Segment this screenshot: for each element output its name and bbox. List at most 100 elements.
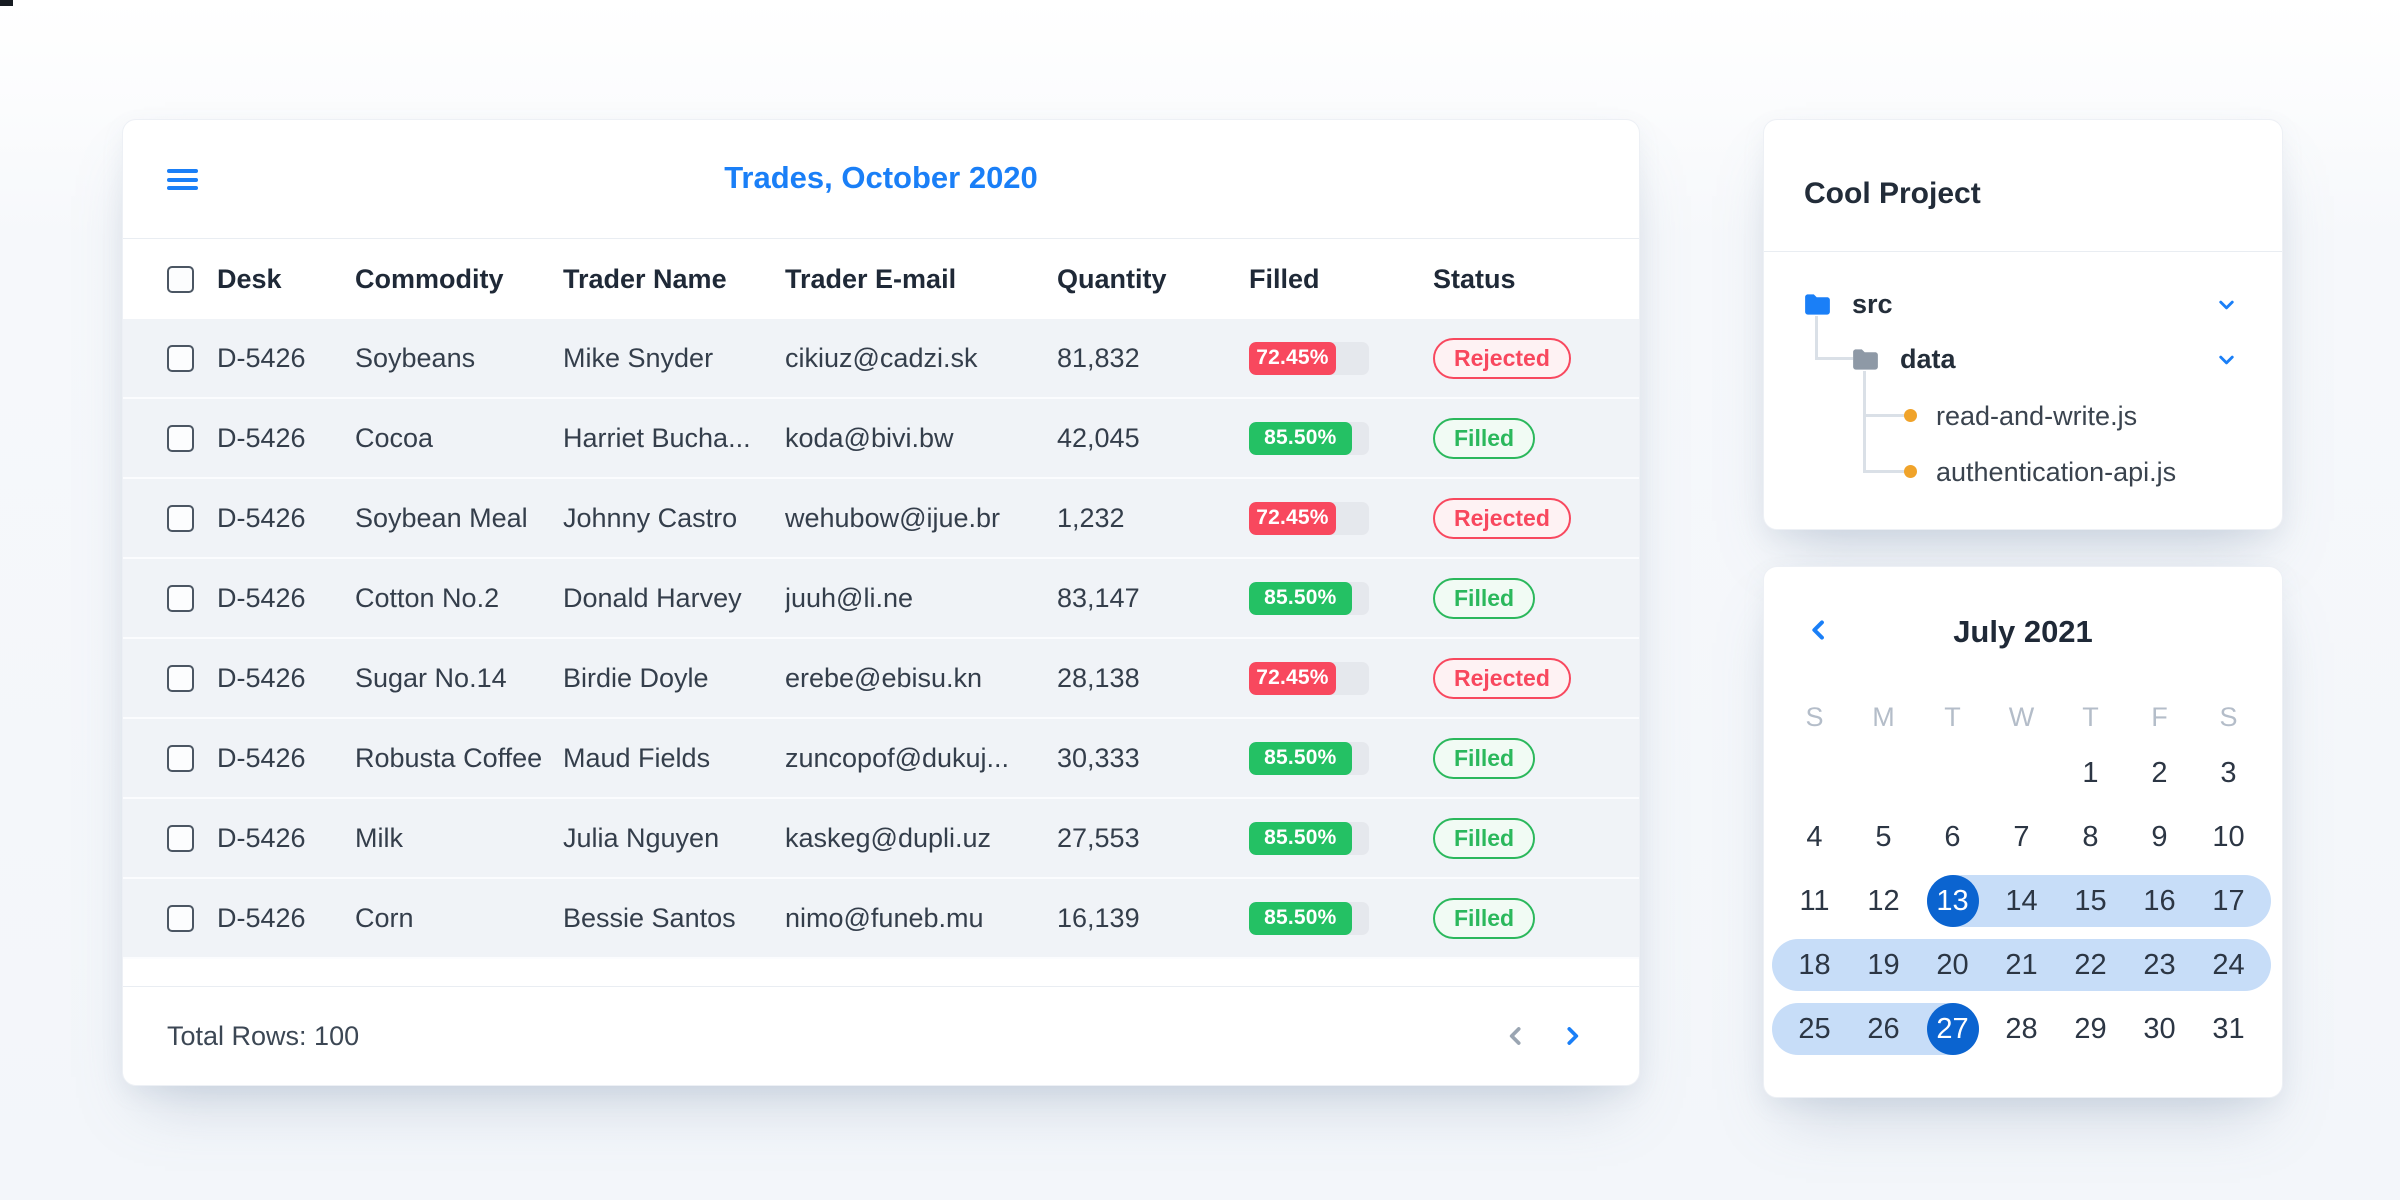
calendar-day[interactable]: 3 <box>2220 756 2237 789</box>
corner-artifact <box>0 0 13 6</box>
selected-range-band <box>1772 939 2271 991</box>
tree-item-src[interactable]: src <box>1764 282 2282 326</box>
trader-name-cell: Donald Harvey <box>563 582 742 613</box>
calendar-day[interactable]: 16 <box>2143 884 2176 917</box>
calendar-day[interactable]: 4 <box>1806 820 1823 853</box>
calendar-day[interactable]: 24 <box>2212 948 2245 981</box>
tree-item-label: src <box>1852 288 1893 319</box>
calendar-day[interactable] <box>1987 741 2056 805</box>
calendar-day[interactable]: 23 <box>2143 948 2176 981</box>
calendar-week-row: 11 12 13 14 15 16 17 <box>1780 869 2271 933</box>
trader-email-cell: wehubow@ijue.br <box>785 502 1001 533</box>
calendar-day[interactable]: 11 <box>1799 884 1830 917</box>
calendar-week-row: 4 5 6 7 8 9 10 <box>1780 805 2263 869</box>
calendar-day[interactable] <box>1849 741 1918 805</box>
calendar-day[interactable]: 6 <box>1944 820 1961 853</box>
calendar-day[interactable]: 18 <box>1798 948 1831 981</box>
tree-item-data[interactable]: data <box>1764 337 2282 381</box>
calendar-day[interactable] <box>1780 741 1849 805</box>
calendar-day[interactable]: 20 <box>1936 948 1969 981</box>
calendar-day[interactable]: 28 <box>2005 1012 2038 1045</box>
column-header-commodity: Commodity <box>355 263 504 294</box>
status-badge: Filled <box>1433 817 1536 859</box>
weekday-label: T <box>2082 701 2099 732</box>
calendar-week-row: 18 19 20 21 22 23 24 <box>1772 933 2271 997</box>
chevron-down-icon[interactable] <box>2215 348 2238 371</box>
calendar-day[interactable]: 1 <box>2082 756 2099 789</box>
tree-connector <box>1863 371 1866 473</box>
calendar-day[interactable]: 15 <box>2074 884 2107 917</box>
weekday-label: S <box>1805 701 1824 732</box>
desk-cell: D-5426 <box>217 342 306 373</box>
calendar-day[interactable]: 9 <box>2151 820 2168 853</box>
calendar-day[interactable]: 31 <box>2212 1012 2245 1045</box>
row-checkbox[interactable] <box>167 344 194 372</box>
tree-item-file[interactable]: read-and-write.js <box>1764 394 2282 438</box>
commodity-cell: Corn <box>355 902 414 933</box>
commodity-cell: Milk <box>355 822 403 853</box>
calendar-day[interactable]: 29 <box>2074 1012 2107 1045</box>
calendar-day[interactable]: 27 <box>1918 997 1987 1061</box>
next-page-button[interactable] <box>1557 1021 1587 1051</box>
select-all-checkbox[interactable] <box>167 265 194 293</box>
row-checkbox[interactable] <box>167 824 194 852</box>
table-row: D-5426 Milk Julia Nguyen kaskeg@dupli.uz 27,… <box>123 799 1639 879</box>
trader-email-cell: zuncopof@dukuj... <box>785 742 1010 773</box>
menu-button[interactable] <box>167 169 198 190</box>
tree-connector <box>1863 414 1905 417</box>
row-checkbox[interactable] <box>167 424 194 452</box>
trader-name-cell: Johnny Castro <box>563 502 738 533</box>
trader-name-cell: Bessie Santos <box>563 902 736 933</box>
desk-cell: D-5426 <box>217 742 306 773</box>
calendar-day[interactable]: 19 <box>1867 948 1900 981</box>
table-row: D-5426 Soybean Meal Johnny Castro wehubow@i… <box>123 479 1639 559</box>
row-checkbox[interactable] <box>167 584 194 612</box>
calendar-day[interactable]: 10 <box>2212 820 2245 853</box>
tree-item-file[interactable]: authentication-api.js <box>1764 450 2282 494</box>
calendar-day[interactable]: 30 <box>2143 1012 2176 1045</box>
progress-fill: 85.50% <box>1249 421 1352 455</box>
row-checkbox[interactable] <box>167 664 194 692</box>
chevron-down-icon[interactable] <box>2215 293 2238 316</box>
calendar-prev-button[interactable] <box>1802 613 1836 647</box>
calendar-day[interactable]: 7 <box>2013 820 2030 853</box>
trader-email-cell: koda@bivi.bw <box>785 422 954 453</box>
calendar-day[interactable]: 17 <box>2212 884 2245 917</box>
tree-file-label: authentication-api.js <box>1936 456 2177 487</box>
prev-page-button[interactable] <box>1501 1021 1531 1051</box>
quantity-cell: 42,045 <box>1057 422 1140 453</box>
status-badge: Filled <box>1433 897 1536 939</box>
calendar-day[interactable]: 25 <box>1798 1012 1831 1045</box>
commodity-cell: Cotton No.2 <box>355 582 500 613</box>
calendar-day[interactable] <box>1918 741 1987 805</box>
calendar-day[interactable]: 26 <box>1867 1012 1900 1045</box>
quantity-cell: 83,147 <box>1057 582 1140 613</box>
table-body: D-5426 Soybeans Mike Snyder cikiuz@cadzi.sk… <box>123 319 1639 959</box>
tree-connector <box>1815 357 1853 360</box>
column-header-trader-email: Trader E-mail <box>785 263 957 294</box>
quantity-cell: 1,232 <box>1057 502 1125 533</box>
calendar-day[interactable]: 14 <box>2005 884 2038 917</box>
row-checkbox[interactable] <box>167 504 194 532</box>
column-header-quantity: Quantity <box>1057 263 1167 294</box>
row-checkbox[interactable] <box>167 744 194 772</box>
calendar-day[interactable]: 21 <box>2005 948 2038 981</box>
calendar-day[interactable]: 12 <box>1867 884 1900 917</box>
calendar-day[interactable]: 8 <box>2082 820 2099 853</box>
progress-fill: 85.50% <box>1249 901 1352 935</box>
quantity-cell: 30,333 <box>1057 742 1140 773</box>
commodity-cell: Sugar No.14 <box>355 662 507 693</box>
calendar-day[interactable]: 2 <box>2151 756 2168 789</box>
weekday-label: T <box>1944 701 1961 732</box>
calendar-day[interactable]: 22 <box>2074 948 2107 981</box>
row-checkbox[interactable] <box>167 904 194 932</box>
calendar-day[interactable]: 5 <box>1875 820 1892 853</box>
column-header-desk: Desk <box>217 263 282 294</box>
trades-table-card: Trades, October 2020 Desk Commodity Trad… <box>122 119 1640 1086</box>
calendar-day[interactable]: 13 <box>1918 869 1987 933</box>
desk-cell: D-5426 <box>217 422 306 453</box>
calendar-title: July 2021 <box>1953 614 2093 649</box>
